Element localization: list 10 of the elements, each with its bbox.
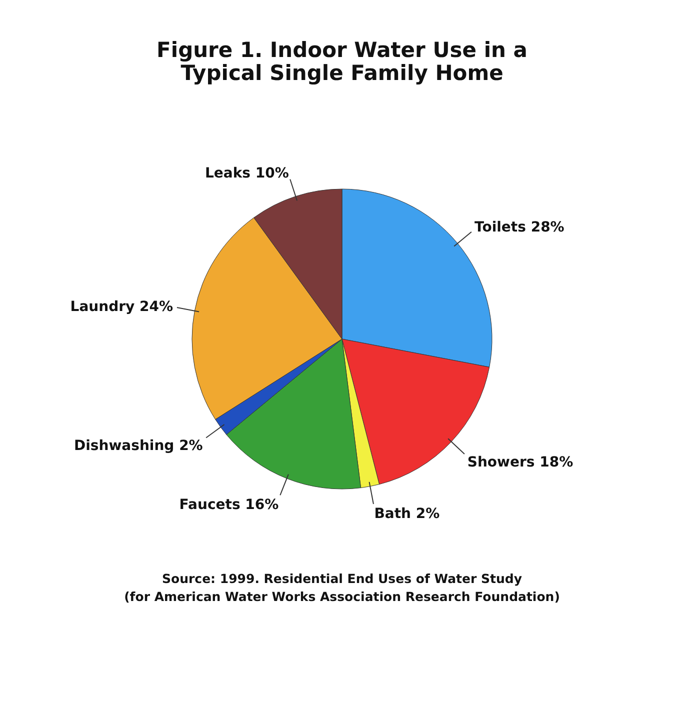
- slice-label: Laundry 24%: [70, 298, 174, 315]
- slice-label: Showers 18%: [467, 454, 574, 471]
- slice-label: Faucets 16%: [179, 496, 279, 513]
- source-note: Source: 1999. Residential End Uses of Water Study: [162, 571, 522, 586]
- chart-title: Figure 1. Indoor Water Use in a Typical Single Family Home: [156, 38, 528, 85]
- text: (for American Water Works Association Research Foundation): [124, 589, 560, 604]
- slice-label: Dishwashing 2%: [74, 438, 203, 454]
- slice-label: Leaks 10%: [204, 165, 289, 182]
- slice-label: Bath 2%: [374, 506, 440, 522]
- slice-label: Toilets 28%: [474, 219, 564, 236]
